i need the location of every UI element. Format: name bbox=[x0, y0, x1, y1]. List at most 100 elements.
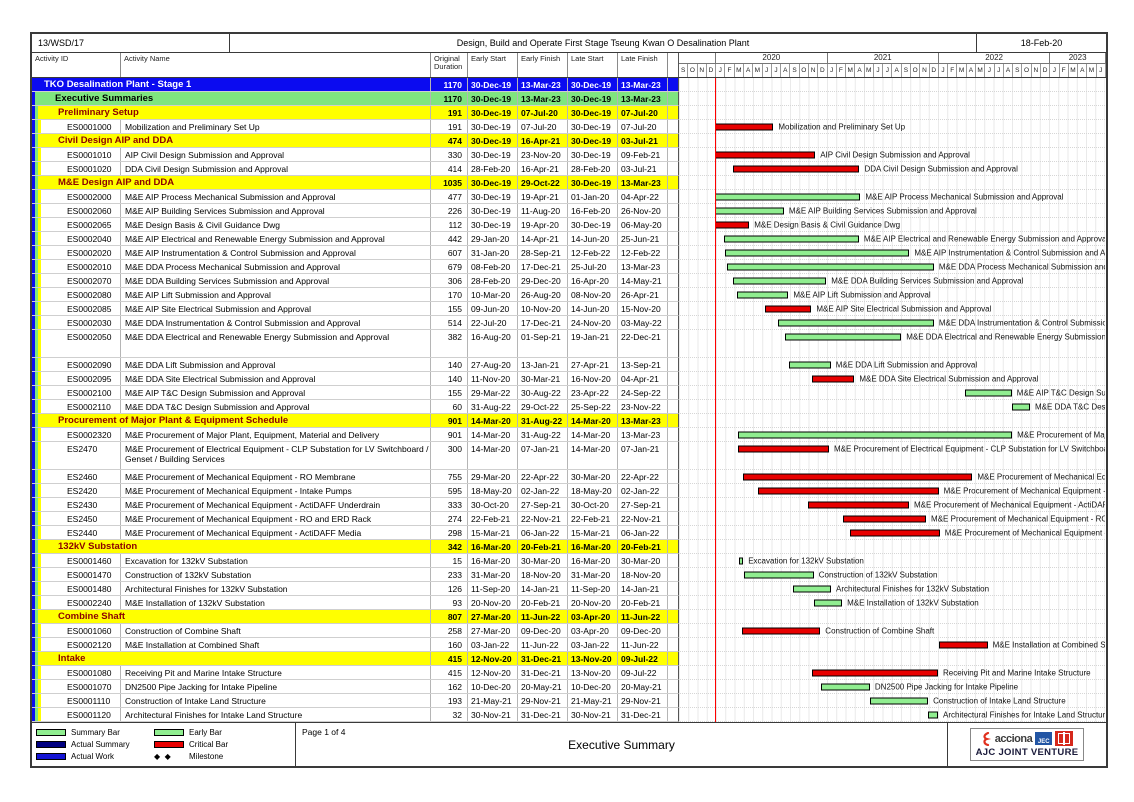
late-finish-cell: 31-Dec-21 bbox=[618, 708, 668, 721]
spacer-cell bbox=[668, 106, 678, 119]
row-table-cells: ES0002020 M&E AIP Instrumentation & Contr… bbox=[32, 246, 678, 260]
original-duration-cell: 126 bbox=[431, 582, 468, 595]
indent-strip-project bbox=[32, 372, 35, 385]
activity-id-cell: ES0001010 bbox=[41, 148, 121, 161]
indent-strip-project bbox=[32, 708, 35, 721]
late-start-cell: 14-Mar-20 bbox=[568, 428, 618, 441]
indent-strip-summary bbox=[35, 582, 38, 595]
gantt-bar bbox=[808, 501, 910, 508]
spacer-cell bbox=[668, 176, 678, 189]
early-finish-cell: 13-Jan-21 bbox=[518, 358, 568, 371]
early-finish-cell: 30-Aug-22 bbox=[518, 386, 568, 399]
gantt-table-body: TKO Desalination Plant - Stage 1 1170 30-D… bbox=[32, 78, 1106, 722]
timeline-month-label: M bbox=[1087, 64, 1097, 77]
late-start-cell: 16-Mar-20 bbox=[568, 540, 618, 553]
late-start-cell: 16-Apr-20 bbox=[568, 274, 618, 287]
gantt-bar-label: M&E Procurement of Mechanical Equipment … bbox=[977, 472, 1105, 481]
early-start-cell: 30-Dec-19 bbox=[468, 176, 518, 189]
late-finish-cell: 13-Mar-23 bbox=[618, 92, 668, 105]
late-start-cell: 30-Dec-19 bbox=[568, 78, 618, 91]
activity-name-cell: Construction of Combine Shaft bbox=[121, 624, 431, 637]
gantt-bar-label: M&E Procurement of Major Plant, Equipmen… bbox=[1017, 430, 1105, 439]
original-duration-cell: 330 bbox=[431, 148, 468, 161]
schedule-row: ES0002120 M&E Installation at Combined Sh… bbox=[32, 638, 1106, 652]
activity-id-cell: ES0002110 bbox=[41, 400, 121, 413]
early-start-cell: 12-Nov-20 bbox=[468, 652, 518, 665]
early-finish-cell: 29-Oct-22 bbox=[518, 400, 568, 413]
early-finish-cell: 31-Dec-21 bbox=[518, 708, 568, 721]
gantt-row-cell: M&E Procurement of Mechanical Equipment … bbox=[678, 484, 1105, 498]
indent-strip-project bbox=[32, 302, 35, 315]
late-finish-cell: 25-Jun-21 bbox=[618, 232, 668, 245]
original-duration-cell: 415 bbox=[431, 666, 468, 679]
early-finish-cell: 30-Mar-20 bbox=[518, 554, 568, 567]
gantt-bar-label: Architectural Finishes for 132kV Substat… bbox=[836, 584, 990, 593]
timeline-month-label: J bbox=[874, 64, 884, 77]
schedule-row: ES0001080 Receiving Pit and Marine Intake… bbox=[32, 666, 1106, 680]
early-finish-cell: 20-Feb-21 bbox=[518, 540, 568, 553]
schedule-row: ES0002085 M&E AIP Site Electrical Submiss… bbox=[32, 302, 1106, 316]
legend: Summary Bar Early Bar Actual Summary Critic… bbox=[32, 723, 296, 766]
gantt-row-cell bbox=[678, 540, 1105, 554]
activity-name-cell: M&E DDA Building Services Submission and… bbox=[121, 274, 431, 287]
column-header-spacer bbox=[668, 53, 678, 77]
original-duration-cell: 306 bbox=[431, 274, 468, 287]
row-table-cells: ES0002040 M&E AIP Electrical and Renewabl… bbox=[32, 232, 678, 246]
late-start-cell: 25-Jul-20 bbox=[568, 260, 618, 273]
row-table-cells: ES0002030 M&E DDA Instrumentation & Contr… bbox=[32, 316, 678, 330]
late-finish-cell: 20-Feb-21 bbox=[618, 540, 668, 553]
timeline-year-label: 2020 bbox=[716, 53, 828, 63]
early-finish-cell: 28-Sep-21 bbox=[518, 246, 568, 259]
activity-name-cell: M&E AIP Site Electrical Submission and A… bbox=[121, 302, 431, 315]
activity-name-cell: M&E Procurement of Major Plant, Equipmen… bbox=[121, 428, 431, 441]
summary-bar-swatch bbox=[36, 728, 66, 736]
legend-item: ◆ ◆ Milestone bbox=[154, 752, 291, 761]
timeline-month-label: D bbox=[818, 64, 828, 77]
activity-name-cell: M&E Procurement of Electrical Equipment … bbox=[121, 442, 431, 469]
early-finish-cell: 22-Nov-21 bbox=[518, 512, 568, 525]
column-header-late-finish: Late Finish bbox=[618, 53, 668, 77]
timeline-month-label: J bbox=[883, 64, 893, 77]
row-table-cells: ES0001470 Construction of 132kV Substatio… bbox=[32, 568, 678, 582]
row-table-cells: Executive Summaries 1170 30-Dec-19 13-Mar-2… bbox=[32, 92, 678, 106]
early-start-cell: 30-Dec-19 bbox=[468, 120, 518, 133]
timeline-month-label: D bbox=[930, 64, 939, 77]
gantt-bar-label: M&E Procurement of Electrical Equipment … bbox=[833, 444, 1105, 454]
indent-strip-project bbox=[32, 624, 35, 637]
gantt-row-cell: M&E AIP T&C Design Submission and Approv… bbox=[678, 386, 1105, 400]
early-finish-cell: 16-Apr-21 bbox=[518, 162, 568, 175]
gantt-row-cell: M&E Procurement of Electrical Equipment … bbox=[678, 442, 1105, 470]
column-header-activity-id: Activity ID bbox=[32, 53, 121, 77]
indent-strip-summary bbox=[35, 694, 38, 707]
late-finish-cell: 13-Mar-23 bbox=[618, 414, 668, 427]
gantt-bar-label: M&E DDA Electrical and Renewable Energy … bbox=[906, 332, 1105, 342]
gantt-bar bbox=[870, 697, 929, 704]
activity-name-cell: AIP Civil Design Submission and Approval bbox=[121, 148, 431, 161]
late-start-cell: 03-Jan-22 bbox=[568, 638, 618, 651]
late-start-cell: 18-May-20 bbox=[568, 484, 618, 497]
late-start-cell: 14-Jun-20 bbox=[568, 232, 618, 245]
late-finish-cell: 24-Sep-22 bbox=[618, 386, 668, 399]
indent-strip-summary bbox=[35, 498, 38, 511]
activity-name-cell: M&E Procurement of Mechanical Equipment … bbox=[121, 512, 431, 525]
timeline-month-label: S bbox=[790, 64, 800, 77]
actual-work-bar-swatch bbox=[36, 752, 66, 760]
original-duration-cell: 32 bbox=[431, 708, 468, 721]
gantt-row-cell: M&E AIP Electrical and Renewable Energy … bbox=[678, 232, 1105, 246]
spacer-cell bbox=[668, 428, 678, 441]
spacer-cell bbox=[668, 386, 678, 399]
early-start-cell: 30-Dec-19 bbox=[468, 148, 518, 161]
schedule-row: ES0002060 M&E AIP Building Services Submi… bbox=[32, 204, 1106, 218]
gantt-bar-label: Receiving Pit and Marine Intake Structur… bbox=[943, 668, 1091, 677]
original-duration-cell: 333 bbox=[431, 498, 468, 511]
page-number-label: Page 1 of 4 bbox=[302, 727, 346, 737]
schedule-row: TKO Desalination Plant - Stage 1 1170 30-D… bbox=[32, 78, 1106, 92]
timeline-month-label: A bbox=[892, 64, 902, 77]
early-start-cell: 30-Oct-20 bbox=[468, 498, 518, 511]
row-table-cells: ES0002000 M&E AIP Process Mechanical Subm… bbox=[32, 190, 678, 204]
gantt-bar bbox=[737, 291, 789, 298]
row-table-cells: ES0001010 AIP Civil Design Submission and… bbox=[32, 148, 678, 162]
timeline-month-label: J bbox=[828, 64, 837, 77]
early-finish-cell: 11-Aug-20 bbox=[518, 204, 568, 217]
